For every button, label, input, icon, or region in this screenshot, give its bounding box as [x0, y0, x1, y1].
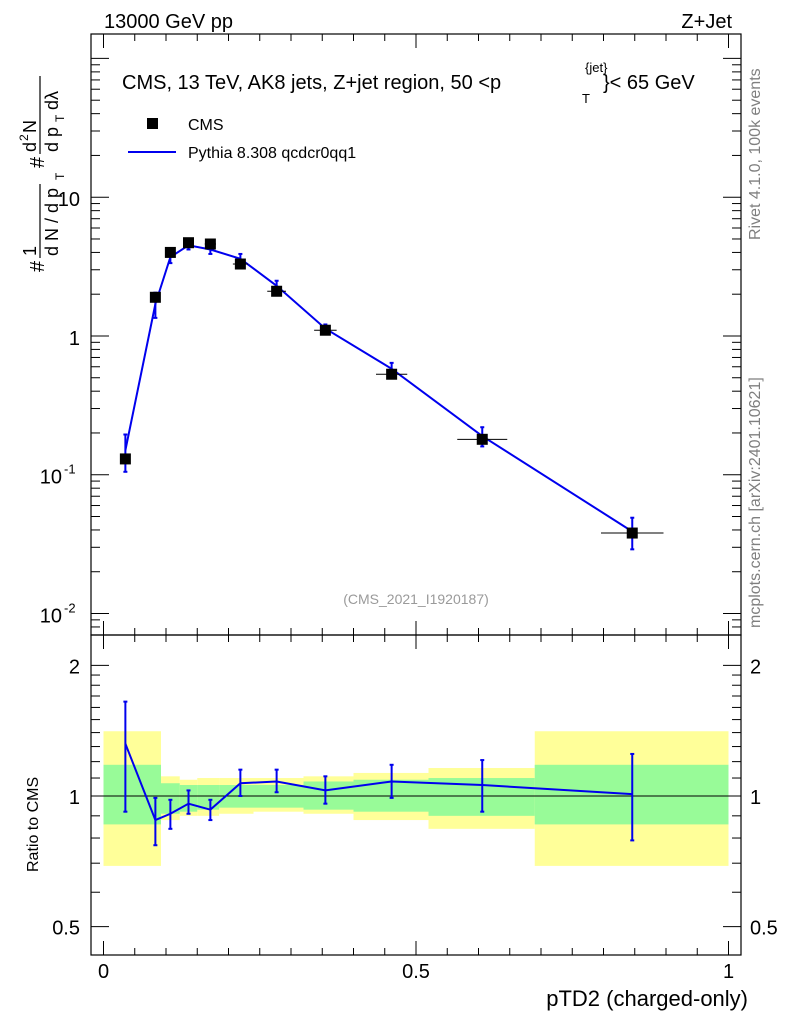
y-tick-label-ratio-right: 1 [750, 787, 761, 809]
y-tick-label-base: 10 [40, 606, 62, 628]
ratio-uncertainty-bands [103, 731, 729, 866]
cms-point [119, 453, 131, 465]
x-tick-label-0: 0 [98, 961, 109, 983]
svg-text:T: T [582, 91, 590, 106]
cms-point [204, 238, 216, 250]
svg-text:{jet}: {jet} [585, 60, 608, 75]
cms-point [234, 258, 246, 270]
svg-text:d p: d p [42, 127, 62, 152]
cms-point [149, 291, 161, 303]
header-right: Z+Jet [681, 11, 732, 33]
cms-point [626, 527, 638, 539]
cms-point [271, 285, 283, 297]
x-axis-label: pTD2 (charged-only) [546, 986, 748, 1011]
y-tick-label-ratio-left: 0.5 [52, 918, 80, 940]
y-tick-labels-ratio: 0.5 0.5 1 1 2 2 [52, 656, 778, 939]
pythia-line [124, 244, 633, 533]
y-tick-label-ratio-right: 2 [750, 656, 761, 678]
band-inner-3 [197, 785, 220, 810]
svg-text:}< 65 GeV: }< 65 GeV [603, 72, 695, 94]
cms-point [164, 246, 176, 258]
y-tick-label-base: 10 [58, 189, 80, 211]
x-tick-label-2: 1 [723, 961, 734, 983]
band-inner-0 [103, 764, 161, 825]
header-left: 13000 GeV pp [104, 11, 233, 33]
y-tick-label-ratio-left: 2 [69, 656, 80, 678]
cms-series-main [119, 237, 664, 539]
svg-text:#: # [27, 260, 49, 272]
pythia-series-main [123, 240, 635, 551]
cms-point [319, 324, 331, 336]
legend: CMS Pythia 8.308 qcdcr0qq1 [128, 117, 356, 162]
y-tick-label-ratio-right: 0.5 [750, 918, 778, 940]
svg-text:T: T [53, 172, 67, 180]
y-tick-label-main-1: 10 -1 [40, 462, 76, 489]
y-tick-label-main-2: 1 [69, 328, 80, 350]
y-tick-label-main-0: 10 -2 [40, 601, 76, 628]
svg-text:CMS, 13 TeV, AK8 jets, Z+jet r: CMS, 13 TeV, AK8 jets, Z+jet region, 50 … [122, 72, 501, 94]
svg-text:dλ: dλ [42, 91, 62, 110]
cms-point [476, 433, 488, 445]
svg-text:d N / d p: d N / d p [42, 188, 62, 256]
plot-title: CMS, 13 TeV, AK8 jets, Z+jet region, 50 … [122, 60, 695, 106]
legend-label-pythia: Pythia 8.308 qcdcr0qq1 [188, 145, 356, 162]
svg-text:2: 2 [17, 134, 31, 141]
svg-text:T: T [53, 114, 67, 122]
y-tick-label-base: 1 [69, 328, 80, 350]
x-tick-labels: 0 0.5 1 [98, 961, 734, 983]
svg-text:N: N [20, 120, 40, 133]
band-inner-1 [161, 783, 180, 814]
legend-label-cms: CMS [188, 117, 224, 134]
y-tick-label-base: 10 [40, 467, 62, 489]
ratio-series [123, 700, 635, 847]
y-tick-label-exp: -1 [64, 462, 76, 477]
svg-text:1: 1 [20, 246, 40, 256]
svg-text:d: d [20, 142, 40, 152]
y-tick-label-exp: -2 [64, 601, 76, 616]
legend-marker-cms [147, 118, 158, 129]
y-tick-label-ratio-left: 1 [69, 787, 80, 809]
y-axis-label-main: # 1 d N / d p T # d 2 N d p T dλ [17, 76, 67, 272]
cms-point [183, 237, 194, 249]
side-mcplots-label: mcplots.cern.ch [arXiv:2401.10621] [747, 377, 764, 628]
y-axis-label-ratio: Ratio to CMS [25, 777, 42, 872]
x-tick-label-1: 0.5 [402, 961, 430, 983]
svg-text:#: # [27, 156, 49, 168]
cms-point [386, 368, 398, 380]
axis-ticks [91, 34, 741, 955]
side-rivet-label: Rivet 4.1.0, 100k events [747, 68, 764, 240]
analysis-id: (CMS_2021_I1920187) [343, 591, 489, 607]
y-tick-label-main-3: 10 [58, 189, 80, 211]
